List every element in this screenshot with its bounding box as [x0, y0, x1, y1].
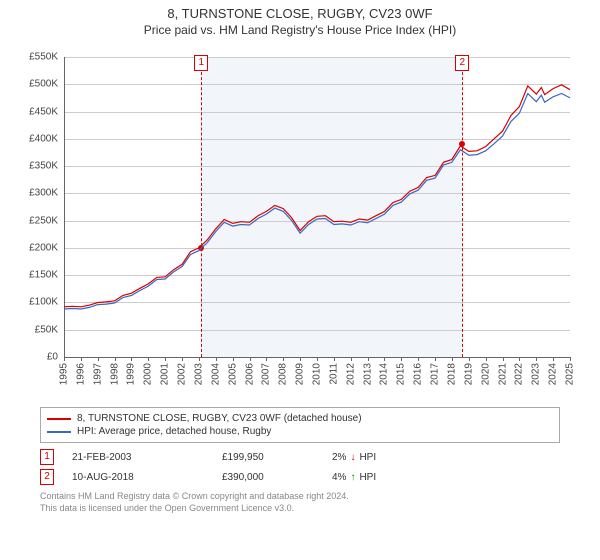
- x-tick-label: 2000: [143, 363, 154, 385]
- sale-price: £199,950: [222, 452, 332, 463]
- x-tick-label: 1996: [75, 363, 86, 385]
- x-tick-label: 2017: [430, 363, 441, 385]
- x-tick-label: 2001: [160, 363, 171, 385]
- x-tick-label: 2011: [328, 363, 339, 385]
- x-tick-label: 1998: [109, 363, 120, 385]
- sale-row-marker: 1: [40, 449, 54, 465]
- x-tick-label: 2020: [480, 363, 491, 385]
- x-tick-label: 2019: [463, 363, 474, 385]
- sale-hpi: 2% ↓ HPI: [332, 452, 376, 463]
- x-tick-label: 2024: [548, 363, 559, 385]
- footer-line-2: This data is licensed under the Open Gov…: [40, 503, 560, 515]
- x-tick-label: 2004: [210, 363, 221, 385]
- legend-row: HPI: Average price, detached house, Rugb…: [47, 425, 553, 438]
- legend: 8, TURNSTONE CLOSE, RUGBY, CV23 0WF (det…: [40, 407, 560, 443]
- x-tick-label: 1999: [126, 363, 137, 385]
- sale-hpi-suffix: HPI: [359, 452, 376, 463]
- title-sub: Price paid vs. HM Land Registry's House …: [0, 23, 600, 37]
- x-tick-label: 2018: [446, 363, 457, 385]
- x-tick-label: 2009: [295, 363, 306, 385]
- line-series-svg: [20, 39, 572, 359]
- series-hpi: [64, 94, 570, 310]
- legend-label: HPI: Average price, detached house, Rugb…: [77, 426, 271, 437]
- footer-line-1: Contains HM Land Registry data © Crown c…: [40, 491, 560, 503]
- legend-label: 8, TURNSTONE CLOSE, RUGBY, CV23 0WF (det…: [77, 413, 362, 424]
- x-tick-label: 2022: [514, 363, 525, 385]
- x-tick-label: 2003: [193, 363, 204, 385]
- x-tick-label: 2025: [565, 363, 576, 385]
- x-tick-label: 2007: [261, 363, 272, 385]
- x-tick-label: 1995: [59, 363, 70, 385]
- sale-row-marker: 2: [40, 469, 54, 485]
- chart-area: £0£50K£100K£150K£200K£250K£300K£350K£400…: [20, 39, 580, 399]
- x-tick-label: 2010: [312, 363, 323, 385]
- sale-date: 10-AUG-2018: [72, 472, 222, 483]
- legend-swatch: [47, 431, 71, 433]
- x-tick-label: 2012: [345, 363, 356, 385]
- x-tick-label: 2006: [244, 363, 255, 385]
- sale-price: £390,000: [222, 472, 332, 483]
- x-tick-label: 2016: [413, 363, 424, 385]
- sale-row: 2 10-AUG-2018£390,0004% ↑ HPI: [40, 469, 560, 485]
- title-main: 8, TURNSTONE CLOSE, RUGBY, CV23 0WF: [0, 6, 600, 21]
- sale-pct: 2%: [332, 452, 346, 463]
- sales-list: 1 21-FEB-2003£199,9502% ↓ HPI 2 10-AUG-2018£3…: [0, 449, 600, 485]
- arrow-icon: ↓: [350, 452, 355, 463]
- footer: Contains HM Land Registry data © Crown c…: [40, 491, 560, 514]
- sale-hpi: 4% ↑ HPI: [332, 472, 376, 483]
- x-tick-label: 2013: [362, 363, 373, 385]
- x-tick-label: 2002: [177, 363, 188, 385]
- x-tick-label: 2005: [227, 363, 238, 385]
- titles: 8, TURNSTONE CLOSE, RUGBY, CV23 0WF Pric…: [0, 0, 600, 39]
- legend-swatch: [47, 418, 71, 420]
- x-tick-label: 2023: [531, 363, 542, 385]
- series-property: [64, 85, 570, 307]
- x-tick-label: 1997: [92, 363, 103, 385]
- sale-pct: 4%: [332, 472, 346, 483]
- sale-date: 21-FEB-2003: [72, 452, 222, 463]
- x-tick-label: 2008: [278, 363, 289, 385]
- x-tick-label: 2015: [396, 363, 407, 385]
- chart-container: 8, TURNSTONE CLOSE, RUGBY, CV23 0WF Pric…: [0, 0, 600, 514]
- x-tick-label: 2014: [379, 363, 390, 385]
- sale-row: 1 21-FEB-2003£199,9502% ↓ HPI: [40, 449, 560, 465]
- legend-row: 8, TURNSTONE CLOSE, RUGBY, CV23 0WF (det…: [47, 412, 553, 425]
- arrow-icon: ↑: [350, 472, 355, 483]
- x-tick-label: 2021: [497, 363, 508, 385]
- sale-hpi-suffix: HPI: [359, 472, 376, 483]
